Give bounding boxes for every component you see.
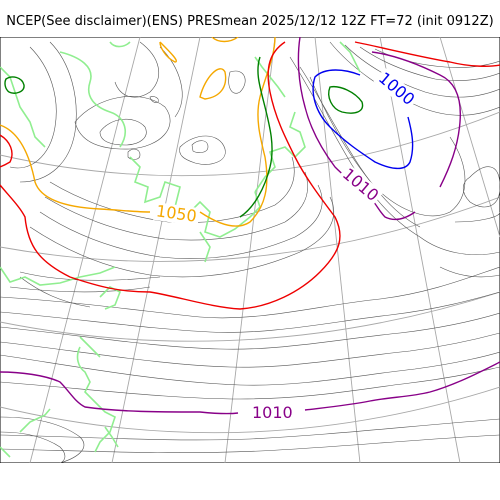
isobar-label-1010-south: 1010 — [250, 403, 295, 422]
isobar-1000 — [312, 69, 414, 170]
isobar-red-ne — [354, 41, 500, 67]
map-title: NCEP(See disclaimer)(ENS) PRESmean 2025/… — [6, 14, 494, 29]
isobar-1050-ring — [159, 41, 177, 63]
isobar-red-west — [0, 134, 13, 168]
isobar-1050-small — [199, 68, 227, 100]
low-center-green-west — [4, 76, 25, 94]
isobar-green-east — [239, 56, 273, 218]
highlight-isobars — [0, 37, 500, 415]
isobar-1050-west — [0, 124, 151, 213]
low-center-green — [328, 85, 364, 114]
isobar-1010-ring-north — [371, 51, 462, 188]
isobar-1050-top — [211, 37, 239, 43]
pressure-map — [0, 37, 500, 463]
graticule — [0, 37, 500, 463]
isobar-1010-south-east — [304, 361, 500, 411]
isobar-red — [0, 41, 341, 310]
isobar-1010-south — [0, 371, 239, 415]
isobar-1050-east — [199, 37, 276, 227]
